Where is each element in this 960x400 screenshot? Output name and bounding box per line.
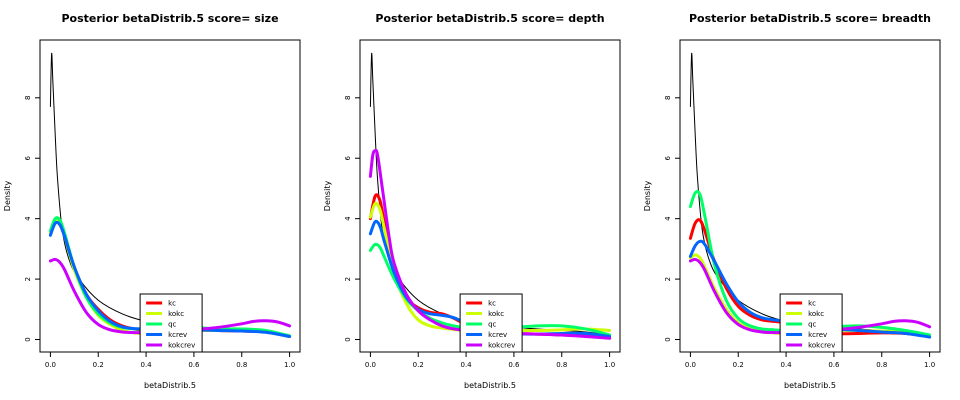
series-line-kcrev (48, 220, 292, 338)
legend-label-kokcrev: kokcrev (168, 342, 195, 350)
prior-line (689, 52, 930, 336)
y-axis-label: Density (643, 181, 652, 212)
chart-title: Posterior betaDistrib.5 score= breadth (689, 12, 931, 25)
series-line-kokc (368, 201, 612, 333)
x-tick-label: 0.4 (141, 361, 153, 369)
chart-title: Posterior betaDistrib.5 score= depth (375, 12, 604, 25)
y-tick-label: 2 (344, 277, 352, 281)
x-tick-label: 0.4 (461, 361, 473, 369)
x-tick-label: 0.2 (733, 361, 744, 369)
series-line-kokcrev (48, 257, 292, 335)
legend-label-kcrev: kcrev (168, 331, 187, 339)
x-tick-label: 1.0 (284, 361, 295, 369)
y-tick-label: 6 (664, 155, 672, 160)
legend: kc kokc qc kcrev kokcrev (139, 293, 203, 353)
y-axis-label: Density (3, 181, 12, 212)
y-tick-label: 4 (344, 216, 352, 221)
x-axis-label: betaDistrib.5 (144, 381, 196, 390)
legend-label-qc: qc (168, 321, 176, 329)
series-group (688, 52, 932, 339)
y-tick-label: 4 (664, 216, 672, 221)
x-tick-label: 0.8 (236, 361, 247, 369)
legend-label-kokc: kokc (488, 310, 504, 318)
x-tick-label: 0.4 (781, 361, 793, 369)
legend-label-qc: qc (488, 321, 496, 329)
series-group (368, 52, 612, 340)
series-line-qc (368, 242, 612, 337)
legend-label-kcrev: kcrev (808, 331, 827, 339)
x-tick-label: 0.2 (413, 361, 424, 369)
x-axis-label: betaDistrib.5 (464, 381, 516, 390)
x-tick-label: 1.0 (924, 361, 935, 369)
x-tick-label: 0.0 (685, 361, 696, 369)
legend: kc kokc qc kcrev kokcrev (779, 293, 843, 353)
y-tick-label: 0 (344, 337, 352, 341)
series-line-kcrev (688, 239, 932, 339)
x-tick-label: 0.6 (828, 361, 840, 369)
y-tick-label: 8 (24, 96, 32, 100)
legend-label-kokc: kokc (168, 310, 184, 318)
y-axis-label: Density (323, 181, 332, 212)
chart-title: Posterior betaDistrib.5 score= size (61, 12, 278, 25)
series-group (48, 52, 292, 338)
y-tick-label: 0 (24, 337, 32, 341)
x-tick-label: 0.6 (508, 361, 520, 369)
legend-label-qc: qc (808, 321, 816, 329)
chart-panel-3: Posterior betaDistrib.5 score= breadth 0.… (643, 12, 941, 390)
x-tick-label: 0.6 (188, 361, 200, 369)
y-tick-label: 4 (24, 216, 32, 221)
legend: kc kokc qc kcrev kokcrev (459, 293, 523, 353)
x-axis-label: betaDistrib.5 (784, 381, 836, 390)
y-tick-label: 6 (24, 155, 32, 160)
y-tick-label: 0 (664, 337, 672, 341)
y-tick-label: 6 (344, 155, 352, 160)
legend-label-kc: kc (488, 300, 496, 308)
legend-label-kc: kc (168, 300, 176, 308)
y-tick-label: 8 (344, 96, 352, 100)
chart-panel-1: Posterior betaDistrib.5 score= size 0.0 0.… (3, 12, 301, 390)
x-tick-label: 0.0 (45, 361, 56, 369)
legend-label-kcrev: kcrev (488, 331, 507, 339)
legend-label-kokc: kokc (808, 310, 824, 318)
legend-label-kokcrev: kokcrev (488, 342, 515, 350)
x-tick-label: 0.2 (93, 361, 104, 369)
x-tick-label: 0.8 (876, 361, 887, 369)
series-line-kokcrev (688, 257, 932, 335)
x-tick-label: 0.8 (556, 361, 567, 369)
x-tick-label: 0.0 (365, 361, 376, 369)
y-tick-label: 2 (24, 277, 32, 281)
x-tick-label: 1.0 (604, 361, 615, 369)
y-tick-label: 2 (664, 277, 672, 281)
legend-label-kc: kc (808, 300, 816, 308)
legend-label-kokcrev: kokcrev (808, 342, 835, 350)
series-line-kc (688, 218, 932, 338)
series-line-kokcrev (368, 148, 612, 340)
y-tick-label: 8 (664, 96, 672, 100)
chart-panel-2: Posterior betaDistrib.5 score= depth 0.0 0… (323, 12, 621, 390)
